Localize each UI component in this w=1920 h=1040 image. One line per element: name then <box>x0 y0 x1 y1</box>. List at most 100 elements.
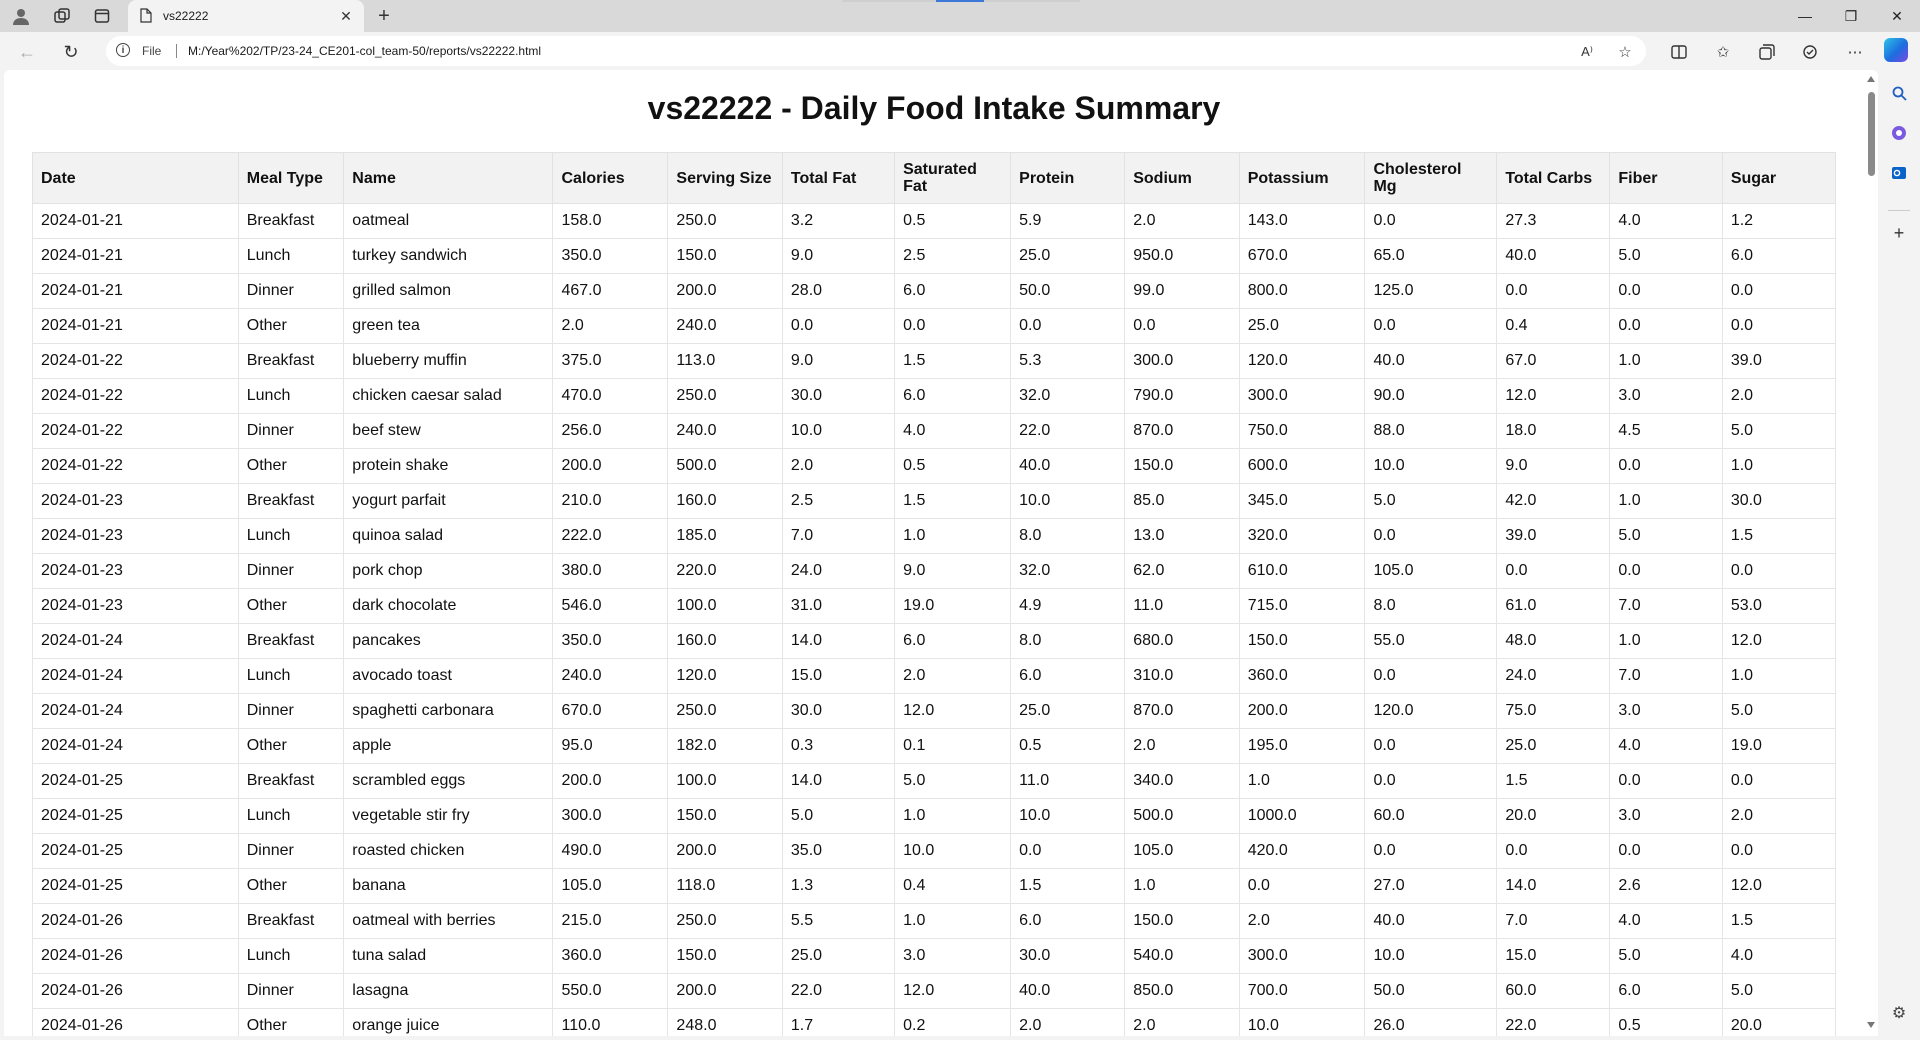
browser-tab[interactable]: vs22222 ✕ <box>128 0 364 32</box>
cell-total-fat: 3.2 <box>781 203 896 239</box>
back-button[interactable]: ← <box>18 41 36 62</box>
header-saturated-fat: Saturated Fat <box>894 152 1012 204</box>
close-window-button[interactable]: ✕ <box>1891 7 1903 24</box>
cell-protein: 8.0 <box>1010 518 1126 554</box>
url-text[interactable]: M:/Year%202/TP/23-24_CE201-col_team-50/r… <box>188 44 542 58</box>
cell-sugar: 2.0 <box>1721 378 1837 414</box>
cell-cholesterol: 10.0 <box>1364 448 1498 484</box>
cell-total-fat: 31.0 <box>781 588 896 624</box>
cell-sodium: 950.0 <box>1124 238 1240 274</box>
cell-total-carbs: 42.0 <box>1496 483 1611 519</box>
scroll-down-arrow-icon[interactable] <box>1867 1022 1875 1028</box>
cell-name: orange juice <box>343 1008 554 1036</box>
workspaces-icon[interactable] <box>50 4 74 28</box>
scroll-up-arrow-icon[interactable] <box>1867 76 1875 82</box>
cell-date: 2024-01-21 <box>32 273 239 309</box>
cell-calories: 490.0 <box>552 833 669 869</box>
cell-protein: 32.0 <box>1010 378 1126 414</box>
cell-fiber: 5.0 <box>1609 938 1723 974</box>
outlook-icon[interactable] <box>1888 162 1910 184</box>
cell-total-carbs: 75.0 <box>1496 693 1611 729</box>
address-bar[interactable]: i File M:/Year%202/TP/23-24_CE201-col_te… <box>106 36 1646 66</box>
cell-cholesterol: 8.0 <box>1364 588 1498 624</box>
cell-fiber: 0.0 <box>1609 308 1723 344</box>
sidebar-divider <box>1888 210 1910 211</box>
split-screen-icon[interactable] <box>1666 39 1692 65</box>
cell-cholesterol: 5.0 <box>1364 483 1498 519</box>
table-row: 2024-01-25 Dinner roasted chicken 490.0 200.… <box>32 833 1837 869</box>
cell-saturated-fat: 2.5 <box>894 238 1012 274</box>
office-icon[interactable] <box>1888 122 1910 144</box>
table-row: 2024-01-26 Dinner lasagna 550.0 200.0 22.0 12.… <box>32 973 1837 1009</box>
cell-sodium: 85.0 <box>1124 483 1240 519</box>
collections-icon[interactable] <box>1754 39 1780 65</box>
cell-sugar: 4.0 <box>1721 938 1837 974</box>
cell-name: vegetable stir fry <box>343 798 554 834</box>
cell-total-fat: 7.0 <box>781 518 896 554</box>
cell-fiber: 7.0 <box>1609 658 1723 694</box>
cell-saturated-fat: 12.0 <box>894 693 1012 729</box>
cell-saturated-fat: 1.5 <box>894 483 1012 519</box>
table-row: 2024-01-23 Breakfast yogurt parfait 210.0 16… <box>32 483 1837 519</box>
cell-sodium: 870.0 <box>1124 413 1240 449</box>
cell-fiber: 6.0 <box>1609 973 1723 1009</box>
table-row: 2024-01-25 Other banana 105.0 118.0 1.3 0.4 1.5… <box>32 868 1837 904</box>
cell-fiber: 1.0 <box>1609 483 1723 519</box>
header-total-fat: Total Fat <box>781 152 896 204</box>
restore-button[interactable]: ❐ <box>1844 7 1858 24</box>
add-sidebar-app-icon[interactable]: + <box>1893 222 1905 243</box>
copilot-icon[interactable] <box>1884 38 1908 62</box>
cell-protein: 0.0 <box>1010 833 1126 869</box>
close-tab-icon[interactable]: ✕ <box>340 7 352 24</box>
refresh-button[interactable]: ↻ <box>63 41 79 62</box>
cell-total-carbs: 48.0 <box>1496 623 1611 659</box>
vertical-scrollbar[interactable] <box>1864 70 1878 1036</box>
cell-sodium: 11.0 <box>1124 588 1240 624</box>
cell-total-fat: 5.0 <box>781 798 896 834</box>
page-icon <box>140 8 152 23</box>
cell-total-fat: 0.0 <box>781 308 896 344</box>
cell-name: oatmeal <box>343 203 554 239</box>
cell-fiber: 3.0 <box>1609 378 1723 414</box>
scrollbar-thumb[interactable] <box>1868 92 1875 176</box>
cell-fiber: 7.0 <box>1609 588 1723 624</box>
table-body: 2024-01-21 Breakfast oatmeal 158.0 250.0 3.2 0… <box>32 203 1837 1036</box>
profile-icon[interactable] <box>9 4 33 28</box>
cell-cholesterol: 60.0 <box>1364 798 1498 834</box>
cell-sugar: 5.0 <box>1721 693 1837 729</box>
cell-cholesterol: 55.0 <box>1364 623 1498 659</box>
cell-saturated-fat: 2.0 <box>894 658 1012 694</box>
cell-name: oatmeal with berries <box>343 903 554 939</box>
more-options-icon[interactable]: ⋯ <box>1847 44 1863 61</box>
cell-sodium: 2.0 <box>1124 1008 1240 1036</box>
read-aloud-icon[interactable]: A⁾ <box>1581 44 1593 59</box>
extensions-icon[interactable] <box>1798 39 1824 65</box>
cell-total-fat: 1.7 <box>781 1008 896 1036</box>
tab-actions-icon[interactable] <box>90 4 114 28</box>
cell-fiber: 0.0 <box>1609 763 1723 799</box>
search-icon[interactable] <box>1888 82 1910 104</box>
cell-date: 2024-01-24 <box>32 623 239 659</box>
favorites-icon[interactable]: ✩ <box>1716 44 1730 61</box>
cell-saturated-fat: 6.0 <box>894 378 1012 414</box>
new-tab-button[interactable]: + <box>378 4 390 27</box>
cell-potassium: 360.0 <box>1238 658 1366 694</box>
cell-saturated-fat: 6.0 <box>894 273 1012 309</box>
settings-gear-icon[interactable]: ⚙ <box>1891 1005 1907 1022</box>
cell-cholesterol: 0.0 <box>1364 763 1498 799</box>
cell-serving-size: 200.0 <box>667 273 783 309</box>
cell-date: 2024-01-23 <box>32 553 239 589</box>
cell-total-carbs: 12.0 <box>1496 378 1611 414</box>
cell-sugar: 12.0 <box>1721 623 1837 659</box>
cell-saturated-fat: 0.2 <box>894 1008 1012 1036</box>
cell-meal-type: Lunch <box>237 798 345 834</box>
info-icon[interactable]: i <box>116 43 130 57</box>
cell-potassium: 143.0 <box>1238 203 1366 239</box>
cell-sodium: 540.0 <box>1124 938 1240 974</box>
cell-date: 2024-01-23 <box>32 483 239 519</box>
minimize-button[interactable]: — <box>1798 8 1812 24</box>
cell-sodium: 150.0 <box>1124 448 1240 484</box>
header-name: Name <box>343 152 554 204</box>
cell-sodium: 870.0 <box>1124 693 1240 729</box>
favorite-star-icon[interactable]: ☆ <box>1618 44 1632 61</box>
